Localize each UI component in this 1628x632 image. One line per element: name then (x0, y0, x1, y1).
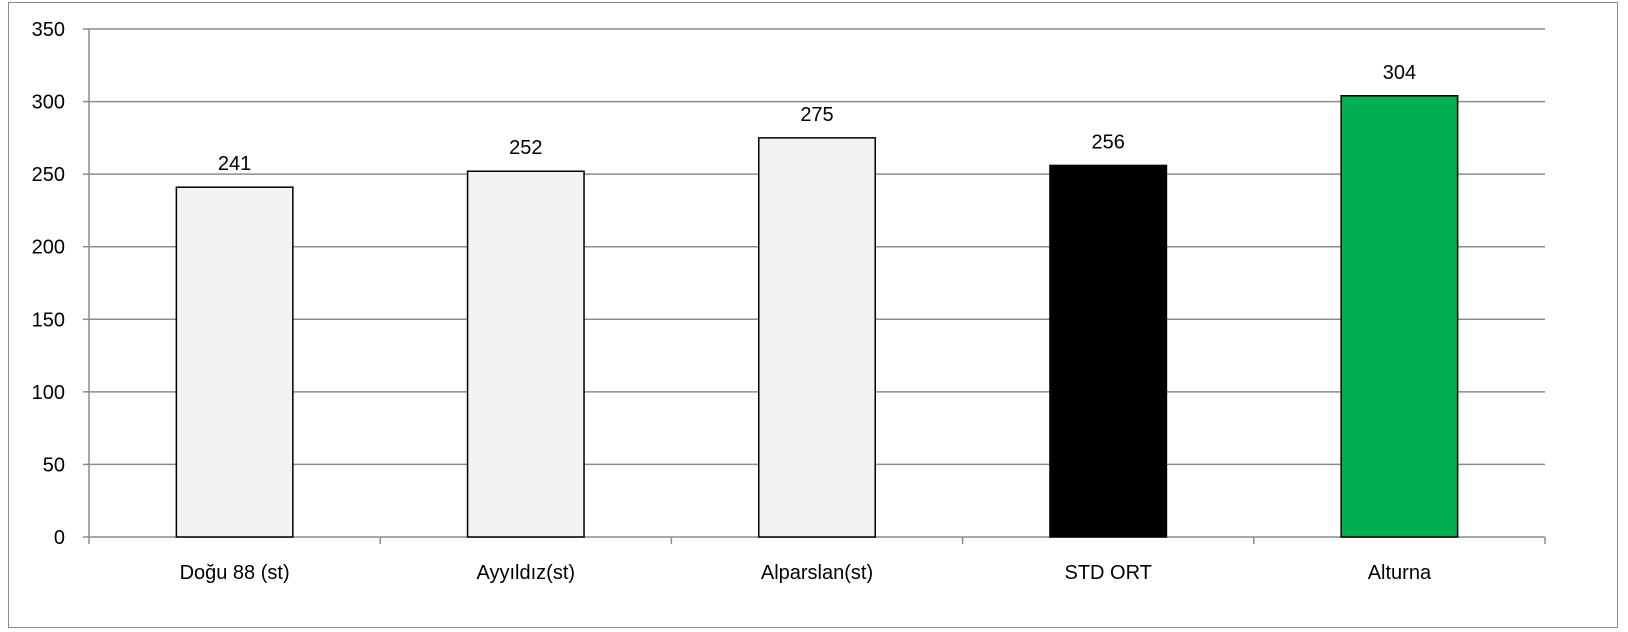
bar (1340, 95, 1459, 538)
y-tick-label: 250 (32, 164, 65, 186)
category-labels: Doğu 88 (st) Ayyıldız(st) Alparslan(st) STD… (180, 562, 1432, 584)
data-labels: 241 252 275 256 304 (218, 62, 1416, 175)
y-tick-label: 100 (32, 382, 65, 404)
y-tick-label: 150 (32, 309, 65, 331)
y-tick-label: 200 (32, 237, 65, 259)
data-label: 256 (1092, 131, 1125, 153)
y-tick-label: 350 (32, 19, 65, 41)
y-tick-label: 300 (32, 92, 65, 114)
category-label: Alturna (1368, 562, 1432, 584)
data-label: 241 (218, 153, 251, 175)
y-tick-labels: 0 50 100 150 200 250 300 350 (32, 19, 65, 549)
bar (175, 186, 294, 538)
bar (466, 170, 585, 538)
category-label: Ayyıldız(st) (477, 562, 576, 584)
category-label: Doğu 88 (st) (180, 562, 290, 584)
data-label: 304 (1383, 62, 1416, 84)
category-label: Alparslan(st) (761, 562, 873, 584)
bars (175, 95, 1459, 538)
bar (1049, 164, 1168, 538)
category-label: STD ORT (1064, 562, 1151, 584)
data-label: 252 (509, 137, 542, 159)
y-tick-label: 50 (43, 454, 65, 476)
data-label: 275 (800, 104, 833, 126)
bar (758, 137, 876, 538)
y-tick-label: 0 (54, 527, 65, 549)
